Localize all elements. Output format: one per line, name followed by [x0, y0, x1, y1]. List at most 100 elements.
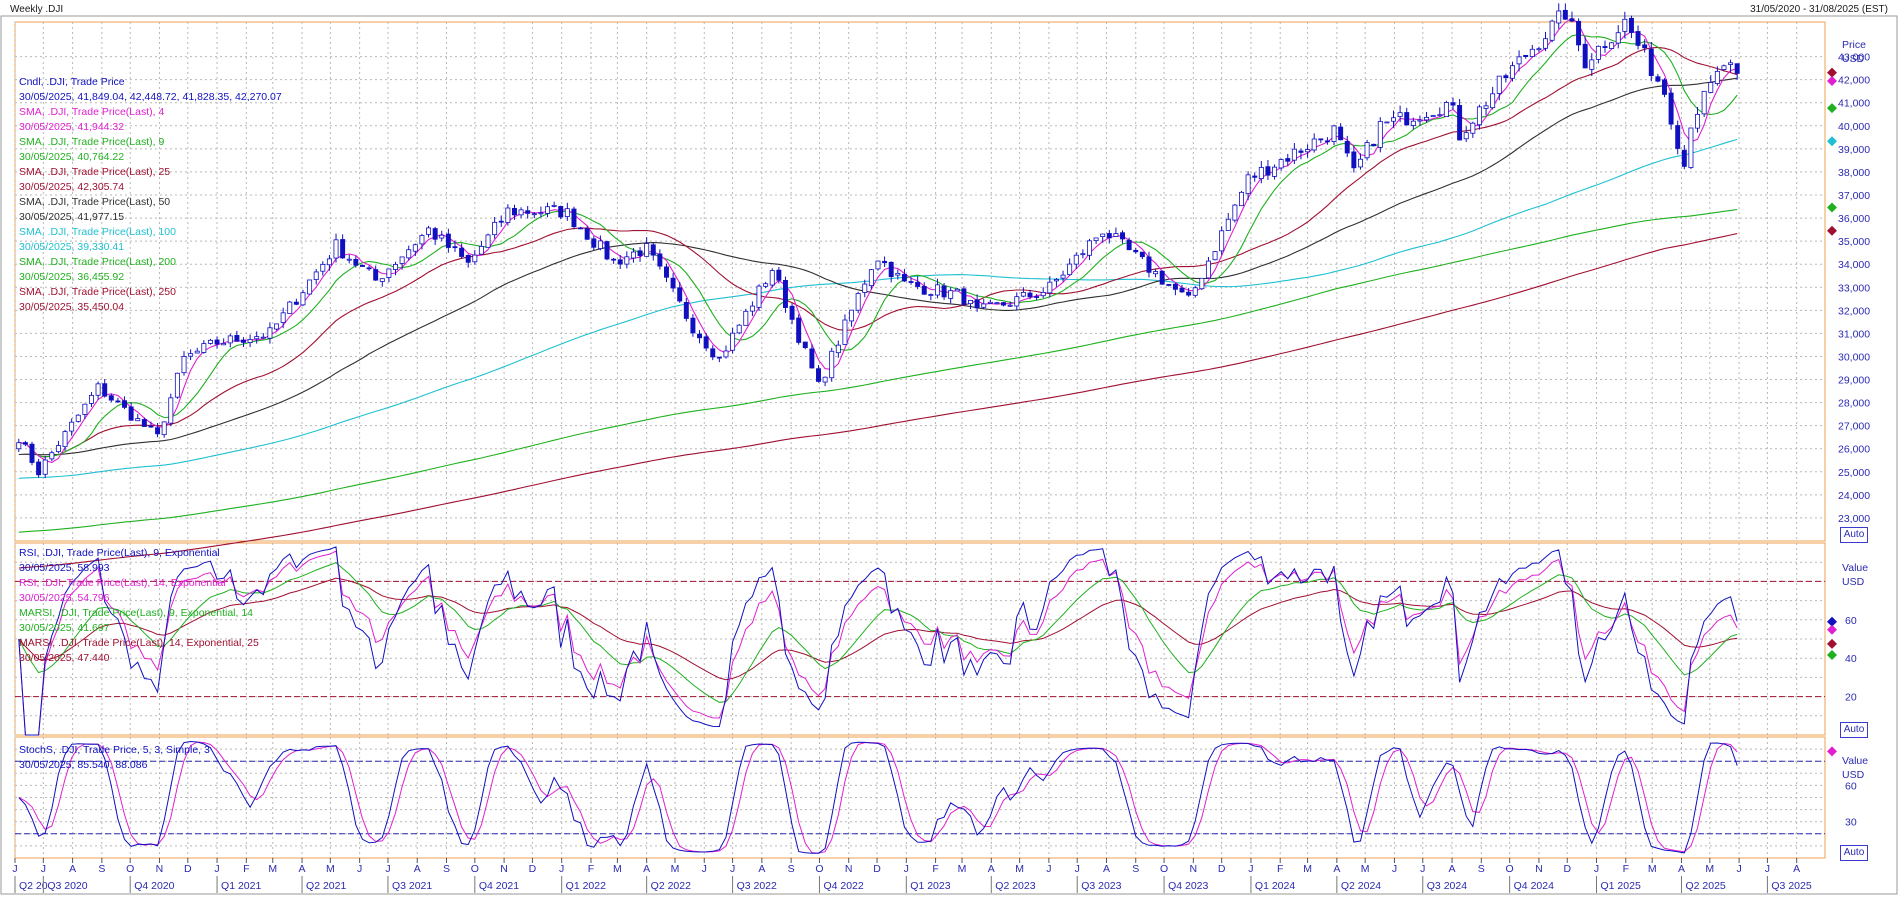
- candle-body: [168, 397, 174, 424]
- candle-body: [1186, 291, 1192, 296]
- x-month-label: D: [1218, 863, 1226, 875]
- x-quarter-label: Q4 2023: [1168, 880, 1208, 892]
- candle-body: [1569, 18, 1575, 22]
- candle-body: [862, 283, 868, 293]
- candle-body: [1728, 62, 1734, 65]
- candle-body: [1589, 59, 1595, 70]
- price-tick-label: 35,000: [1838, 236, 1870, 248]
- candle-body: [16, 442, 22, 450]
- candle-body: [373, 269, 379, 281]
- candle-body: [135, 418, 141, 422]
- candle-body: [591, 238, 597, 248]
- rsi-auto-button[interactable]: Auto: [1840, 722, 1868, 738]
- x-quarter-label: Q1 2022: [566, 880, 606, 892]
- price-tick-label: 42,000: [1838, 75, 1870, 87]
- candle-body: [1258, 167, 1264, 180]
- candle-body: [571, 208, 577, 228]
- sma-200-marker: [1827, 202, 1837, 213]
- candle-body: [353, 259, 359, 266]
- x-quarter-label: Q2 2024: [1341, 880, 1381, 892]
- candle-body: [1721, 65, 1727, 70]
- x-month-label: A: [1449, 863, 1456, 875]
- price-tick-label: 40,000: [1838, 121, 1870, 133]
- x-month-label: J: [1075, 863, 1080, 875]
- x-quarter-label: Q3 2023: [1081, 880, 1121, 892]
- candle-body: [1635, 31, 1641, 46]
- candle-body: [518, 209, 524, 216]
- candle-body: [1040, 292, 1046, 297]
- candle-body: [1357, 158, 1363, 168]
- x-quarter-label: Q1 2023: [910, 880, 950, 892]
- marsi-9-marker: [1827, 649, 1837, 660]
- sma-50-line: [18, 77, 1738, 456]
- x-month-label: J: [41, 863, 46, 875]
- x-quarter-label: Q2 2023: [995, 880, 1035, 892]
- candle-body: [763, 283, 769, 287]
- candle-body: [1100, 233, 1106, 237]
- candle-body: [882, 260, 888, 264]
- candle-body: [1252, 175, 1258, 178]
- x-month-label: J: [904, 863, 909, 875]
- candle-body: [287, 301, 293, 314]
- x-month-label: J: [1420, 863, 1425, 875]
- candle-body: [703, 336, 709, 349]
- x-month-label: M: [1648, 863, 1657, 875]
- chart-header-left: Weekly .DJI: [10, 4, 64, 15]
- candle-body: [69, 421, 75, 432]
- candle-body: [1007, 304, 1013, 307]
- x-month-label: N: [845, 863, 853, 875]
- x-month-label: M: [1705, 863, 1714, 875]
- candle-body: [393, 263, 398, 270]
- rsi-14-line: [18, 550, 1738, 736]
- sma-200-line: [18, 208, 1738, 533]
- sma-100-marker: [1827, 136, 1837, 147]
- candle-body: [1576, 20, 1582, 46]
- candle-body: [432, 228, 438, 240]
- price-legend-line: 30/05/2025, 42,305.74: [19, 181, 125, 193]
- candle-body: [1172, 283, 1178, 290]
- candle-body: [849, 309, 855, 322]
- price-auto-button[interactable]: Auto: [1840, 527, 1868, 543]
- rsi-legend-line: 30/05/2025, 47.440: [19, 652, 110, 664]
- x-quarter-label: Q4 2021: [479, 880, 519, 892]
- candle-body: [307, 279, 313, 295]
- candle-body: [174, 372, 180, 398]
- stoch-auto-button[interactable]: Auto: [1840, 845, 1868, 861]
- candle-body: [961, 288, 967, 306]
- candle-body: [670, 277, 676, 289]
- rsi-legend-line: MARSI, .DJI, Trade Price(Last), 9, Expon…: [19, 607, 254, 619]
- candle-body: [769, 270, 775, 286]
- candle-body: [1298, 150, 1304, 153]
- candle-body: [637, 250, 643, 257]
- candle-body: [1278, 159, 1284, 169]
- price-legend-line: SMA, .DJI, Trade Price(Last), 250: [19, 286, 176, 298]
- candle-body: [366, 267, 372, 270]
- rsi-9-line: [18, 546, 1738, 736]
- candle-body: [1338, 126, 1344, 141]
- x-month-label: J: [1392, 863, 1397, 875]
- candle-body: [564, 208, 570, 217]
- candle-body: [664, 266, 669, 278]
- candle-body: [1490, 93, 1496, 109]
- price-tick-label: 36,000: [1838, 213, 1870, 225]
- candle-body: [399, 256, 405, 264]
- x-month-label: S: [788, 863, 795, 875]
- sma-250-line: [18, 233, 1738, 569]
- candle-body: [538, 212, 544, 215]
- candle-body: [796, 317, 802, 343]
- sma-25-marker: [1827, 67, 1837, 78]
- candle-body: [934, 284, 940, 296]
- candle-body: [95, 383, 101, 396]
- rsi-legend: RSI, .DJI, Trade Price(Last), 9, Exponen…: [19, 546, 259, 666]
- x-month-label: F: [932, 863, 938, 875]
- candle-body: [1265, 166, 1271, 176]
- candle-body: [789, 305, 795, 320]
- candle-body: [1714, 70, 1720, 84]
- sma-250-marker: [1827, 225, 1837, 236]
- x-quarter-label: Q2 20: [19, 880, 48, 892]
- candle-body: [1285, 158, 1291, 162]
- x-month-label: D: [873, 863, 881, 875]
- price-legend-line: 30/05/2025, 41,849.04, 42,448.72, 41,828…: [19, 91, 282, 103]
- candle-body: [1232, 204, 1238, 221]
